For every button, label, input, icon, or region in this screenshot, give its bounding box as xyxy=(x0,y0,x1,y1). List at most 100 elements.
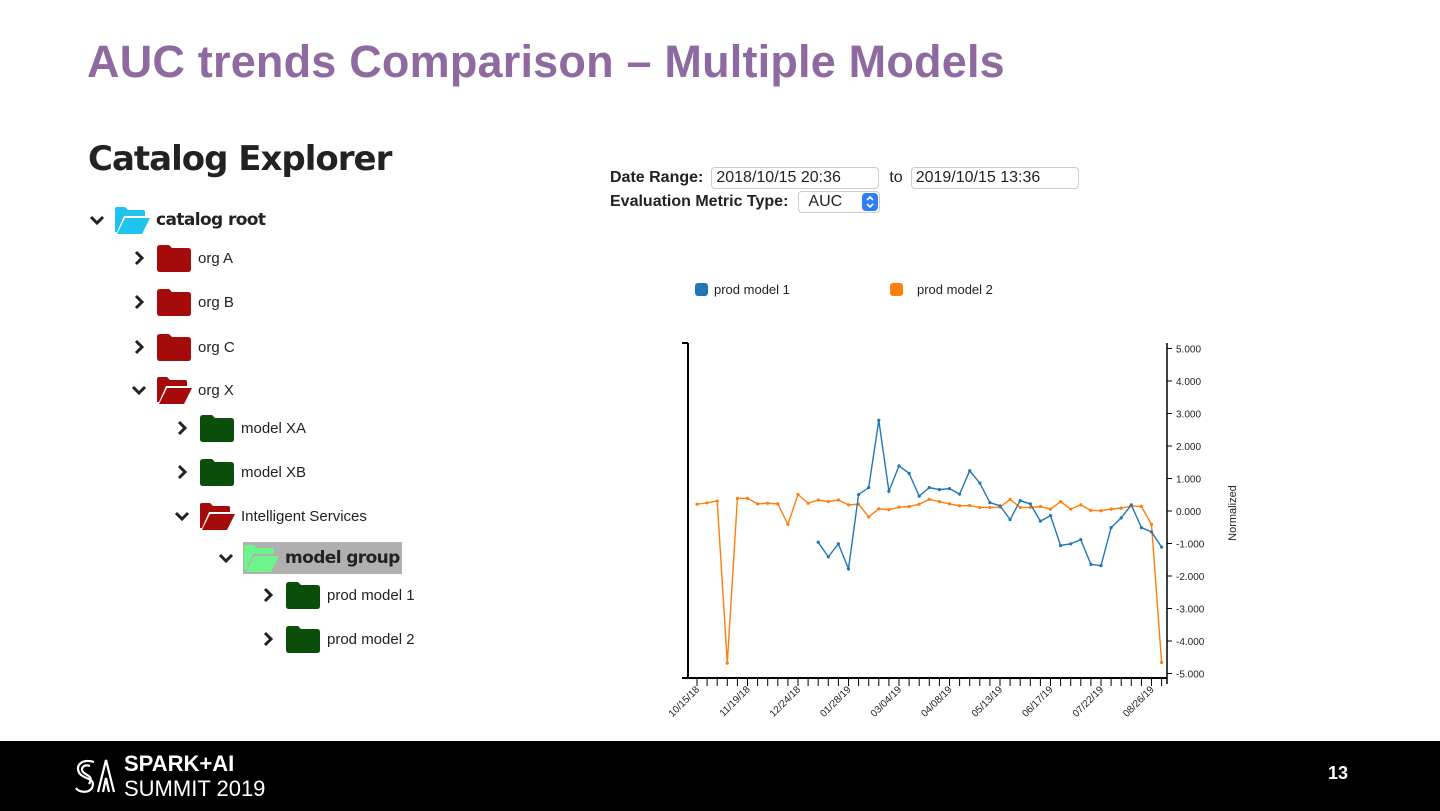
y-tick-label: 2.000 xyxy=(1176,442,1201,453)
data-point xyxy=(1160,545,1164,549)
data-point xyxy=(766,501,770,505)
chevron-right-icon[interactable] xyxy=(130,249,148,267)
data-point xyxy=(877,418,881,422)
legend-swatch xyxy=(890,283,903,296)
tree-item[interactable]: model XB xyxy=(173,456,306,488)
data-point xyxy=(1109,507,1113,511)
chevron-down-icon[interactable] xyxy=(173,507,191,525)
data-point xyxy=(1008,497,1012,501)
data-point xyxy=(816,540,820,544)
tree-item-label: model XB xyxy=(241,463,307,481)
data-point xyxy=(1109,526,1113,530)
data-point xyxy=(1048,507,1053,511)
folder-icon xyxy=(200,415,234,442)
data-point xyxy=(887,508,891,512)
data-point xyxy=(897,464,901,468)
data-point xyxy=(947,502,952,506)
chevron-right-icon[interactable] xyxy=(259,630,277,648)
tree-item[interactable]: model XA xyxy=(173,412,306,444)
tree-item-label: org A xyxy=(198,249,234,267)
slide-title: AUC trends Comparison – Multiple Models xyxy=(87,36,1005,87)
tree-item[interactable]: model group xyxy=(217,542,402,574)
data-point xyxy=(877,507,881,511)
data-point xyxy=(715,499,719,503)
data-point xyxy=(917,494,921,498)
data-point xyxy=(887,489,891,493)
chevron-down-icon[interactable] xyxy=(88,211,106,229)
folder-icon xyxy=(157,245,191,272)
data-point xyxy=(756,502,760,506)
x-tick-label: 06/17/19 xyxy=(1020,684,1056,720)
tree-item[interactable]: org B xyxy=(130,286,234,318)
data-point xyxy=(907,504,911,509)
folder-icon xyxy=(286,582,320,609)
page-number: 13 xyxy=(1328,763,1349,783)
data-point xyxy=(988,501,992,505)
tree-item[interactable]: prod model 1 xyxy=(259,579,415,611)
data-point xyxy=(725,661,729,665)
tree-item[interactable]: org C xyxy=(130,331,235,363)
data-point xyxy=(1018,505,1022,510)
folder-open-icon xyxy=(115,207,150,234)
y-tick-label: 3.000 xyxy=(1176,410,1201,421)
legend-swatch xyxy=(695,283,708,296)
select-arrows-icon xyxy=(862,193,879,211)
tree-item[interactable]: prod model 2 xyxy=(259,623,415,655)
data-point xyxy=(1028,502,1032,506)
chevron-right-icon[interactable] xyxy=(173,419,191,437)
legend-item-prod-model-1[interactable]: prod model 1 xyxy=(695,282,790,297)
x-tick-label: 03/04/19 xyxy=(869,684,905,720)
chevron-down-icon[interactable] xyxy=(217,549,235,567)
data-point xyxy=(836,542,840,546)
data-point xyxy=(988,505,992,510)
tree-item[interactable]: org X xyxy=(130,374,234,406)
x-tick-label: 08/26/19 xyxy=(1121,684,1157,720)
tree-item[interactable]: catalog root xyxy=(88,204,266,236)
date-from-input[interactable]: 2018/10/15 20:36 xyxy=(711,167,880,189)
tree-item[interactable]: org A xyxy=(130,242,233,274)
data-point xyxy=(1139,504,1143,509)
y-tick-label: 5.000 xyxy=(1176,345,1201,356)
metric-type-select[interactable]: AUC xyxy=(798,191,881,213)
to-label: to xyxy=(889,169,903,186)
series-line-prod-model-1 xyxy=(817,420,1163,572)
tree-item-label: Intelligent Services xyxy=(241,507,367,525)
data-point xyxy=(705,501,709,505)
data-point xyxy=(1160,660,1164,665)
data-point xyxy=(695,502,699,506)
y-tick-label: -5.000 xyxy=(1176,670,1205,681)
chevron-right-icon[interactable] xyxy=(130,338,148,356)
data-point xyxy=(978,505,982,510)
data-point xyxy=(968,469,972,473)
x-tick-label: 12/24/18 xyxy=(768,684,804,720)
legend-label: prod model 1 xyxy=(714,282,790,297)
data-point xyxy=(816,498,820,502)
tree-item-label: org C xyxy=(198,338,235,356)
chevron-right-icon[interactable] xyxy=(259,586,277,604)
data-point xyxy=(968,503,972,508)
data-point xyxy=(776,502,780,506)
tree-item-label: org X xyxy=(198,381,234,399)
chevron-right-icon[interactable] xyxy=(130,293,148,311)
chevron-down-icon[interactable] xyxy=(130,381,148,399)
tree-item-label: model XA xyxy=(241,419,307,437)
tree-item-label: prod model 2 xyxy=(327,630,415,648)
y-tick-label: 1.000 xyxy=(1176,475,1201,486)
data-point xyxy=(1089,508,1093,512)
data-point xyxy=(1089,562,1093,566)
legend-item-prod-model-2[interactable]: prod model 2 xyxy=(890,282,993,297)
data-point xyxy=(1129,503,1133,507)
data-point xyxy=(1069,507,1073,511)
metric-type-label: Evaluation Metric Type: xyxy=(610,193,789,210)
data-point xyxy=(857,492,861,497)
tree-item[interactable]: Intelligent Services xyxy=(173,500,367,532)
selected-node[interactable]: model group xyxy=(243,542,402,574)
catalog-explorer-heading: Catalog Explorer xyxy=(88,139,392,179)
data-point xyxy=(1048,514,1053,518)
data-point xyxy=(826,500,830,504)
chevron-right-icon[interactable] xyxy=(173,463,191,481)
data-point xyxy=(937,488,941,492)
x-tick-label: 07/22/19 xyxy=(1071,684,1107,720)
date-to-input[interactable]: 2019/10/15 13:36 xyxy=(910,167,1079,189)
data-point xyxy=(786,522,790,526)
